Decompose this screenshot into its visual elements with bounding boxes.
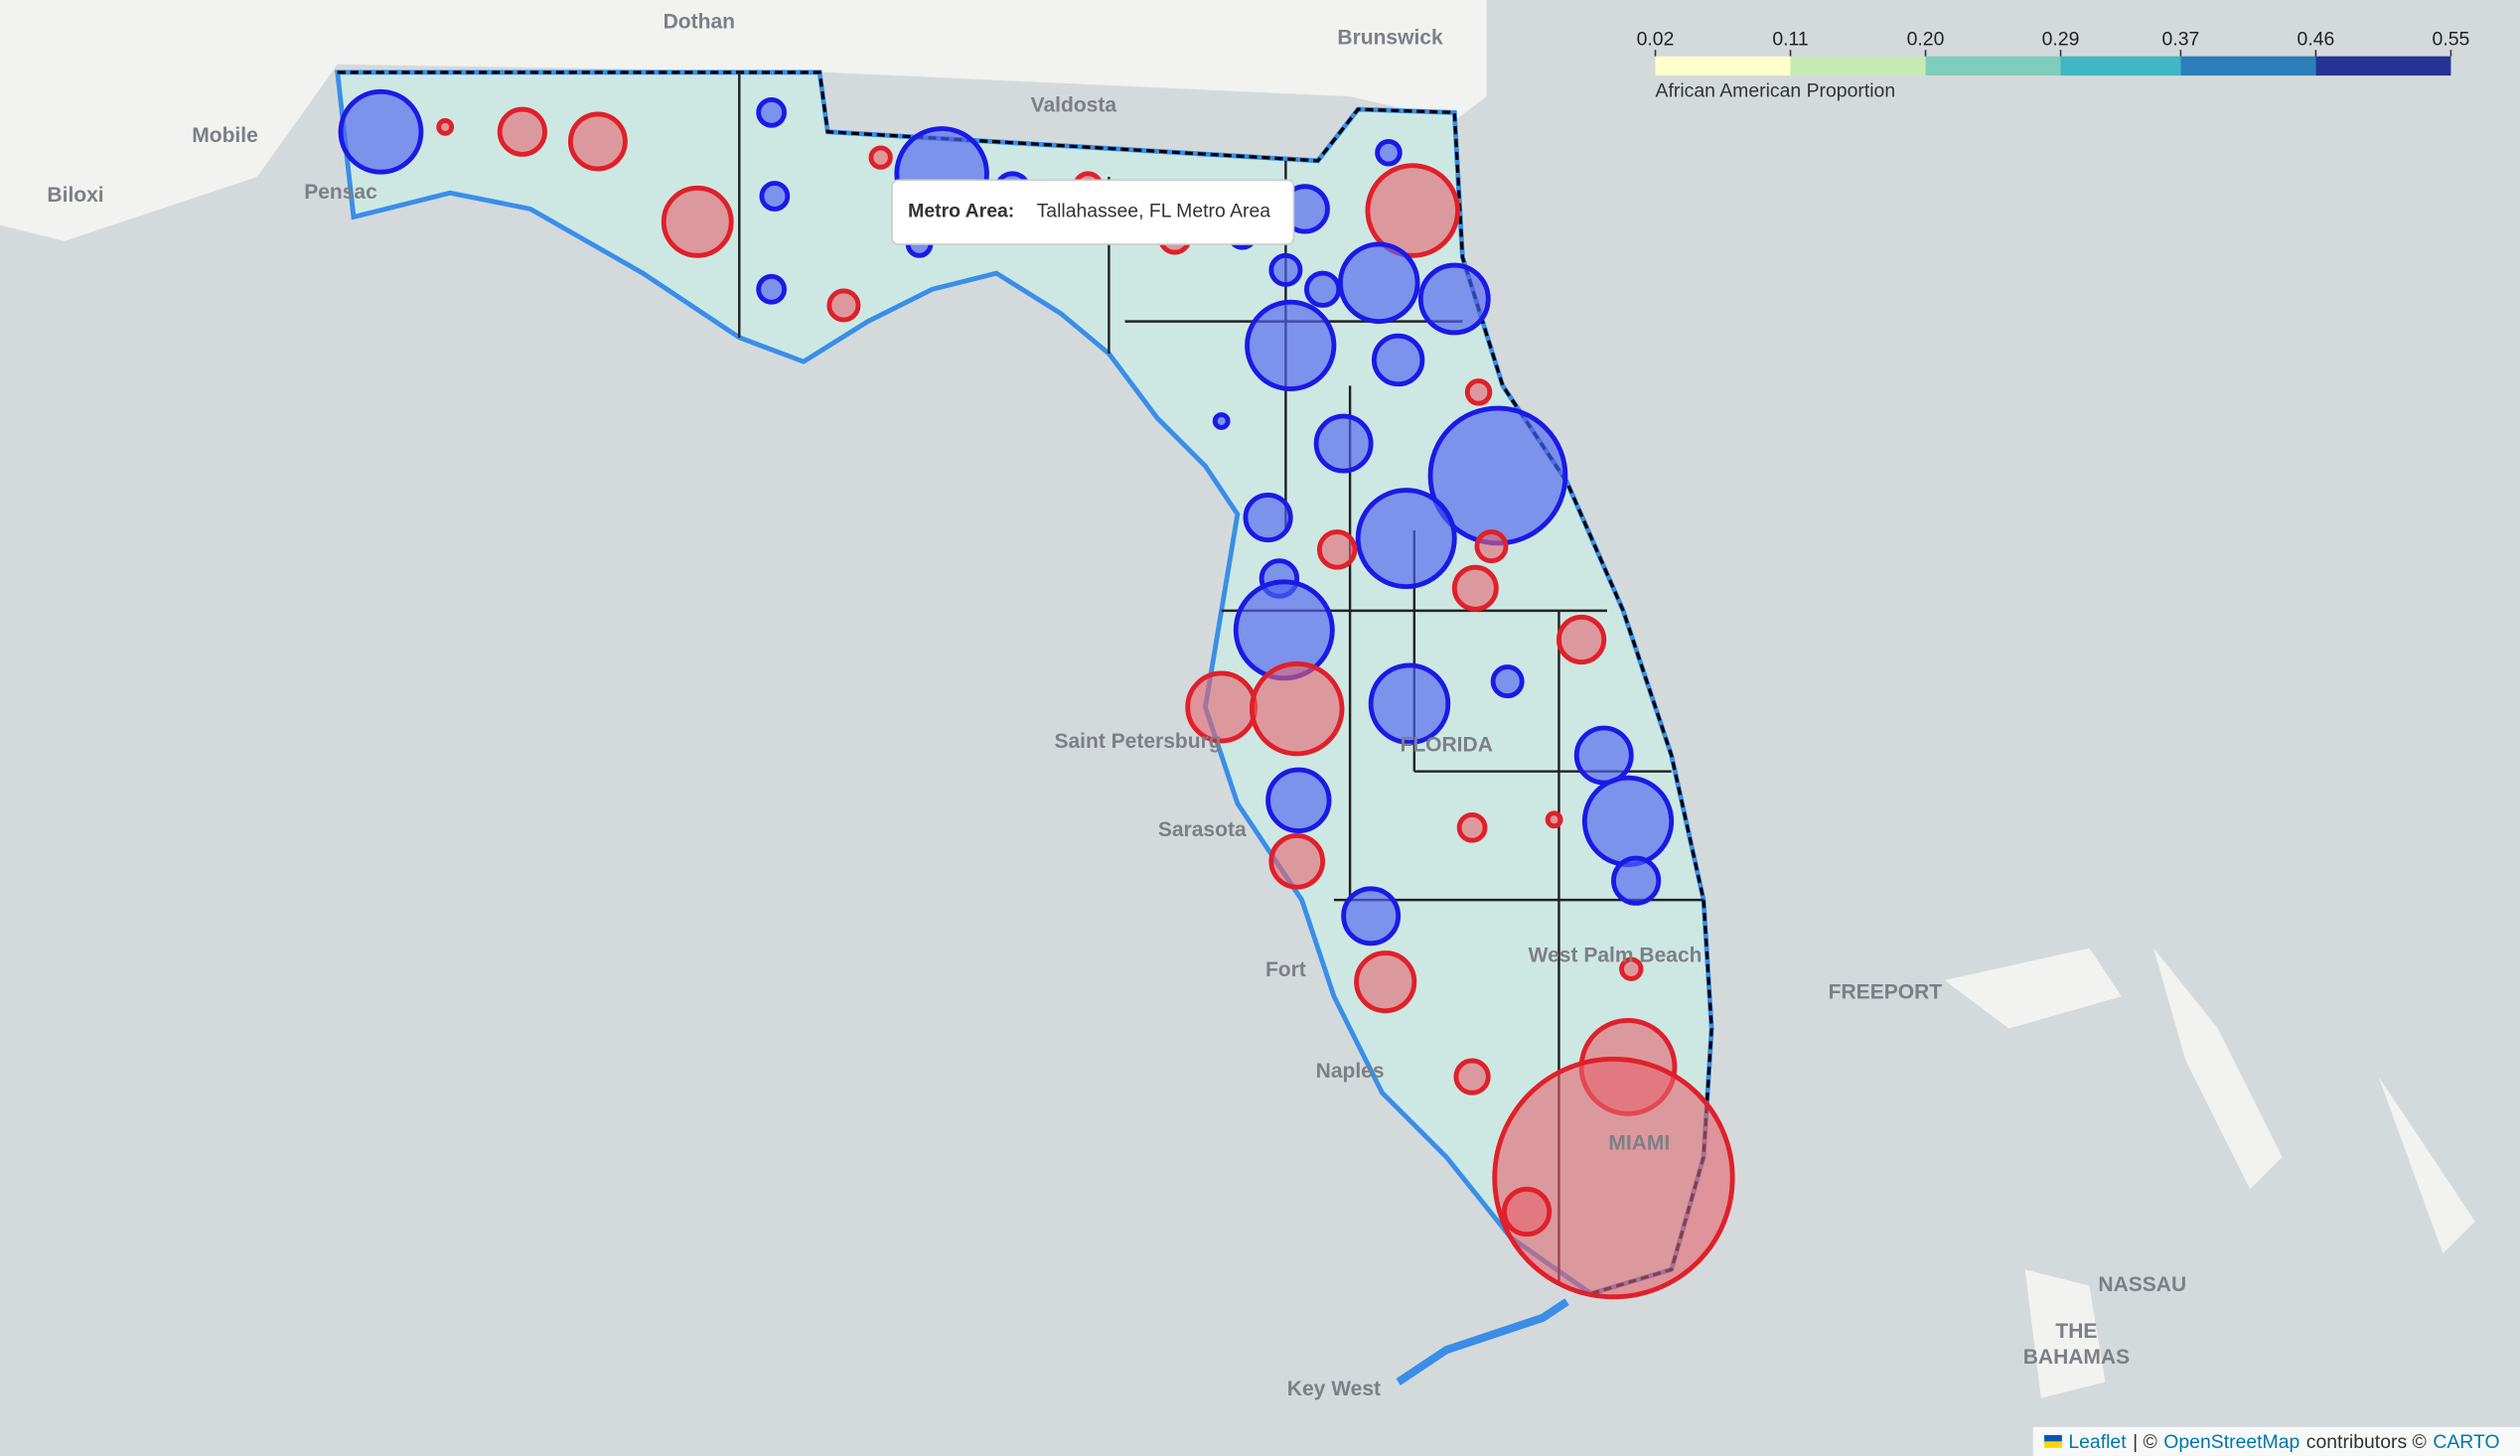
metro-circle[interactable] (1611, 855, 1662, 906)
legend-tick-label: 0.55 (2433, 29, 2470, 51)
metro-circle[interactable] (1316, 529, 1358, 570)
metro-circle[interactable] (1375, 139, 1403, 167)
legend-tick-label: 0.20 (1907, 29, 1945, 51)
islands (1944, 947, 2475, 1398)
legend-tick-label: 0.29 (2042, 29, 2080, 51)
metro-circle[interactable] (1556, 614, 1607, 665)
place-label: BAHAMAS (2023, 1346, 2130, 1369)
place-label: Fort (1265, 958, 1306, 981)
metro-circle[interactable] (567, 111, 628, 172)
legend-swatch (2060, 56, 2181, 76)
place-label: Brunswick (1337, 26, 1443, 49)
metro-circle[interactable] (497, 106, 547, 157)
place-label: Saint Petersburg (1054, 730, 1221, 753)
place-label: MIAMI (1608, 1132, 1670, 1155)
place-label: THE (2055, 1320, 2097, 1343)
place-label: Valdosta (1031, 93, 1117, 116)
metro-circle[interactable] (1492, 1056, 1735, 1300)
metro-circle[interactable] (1303, 270, 1342, 308)
place-label: NASSAU (2098, 1273, 2186, 1296)
metro-circle[interactable] (1464, 378, 1493, 406)
place-label: Biloxi (47, 184, 103, 207)
attribution-text: contributors © (2306, 1431, 2427, 1453)
place-label: Naples (1316, 1060, 1385, 1083)
legend-tick-label: 0.46 (2298, 29, 2335, 51)
metro-circle[interactable] (756, 96, 788, 128)
attribution-link[interactable]: Leaflet (2068, 1431, 2127, 1453)
metro-circle[interactable] (1581, 775, 1675, 867)
attribution-text: Leaflet | © OpenStreetMap contributors © CAR… (2044, 1431, 2500, 1453)
metro-circle[interactable] (1368, 662, 1451, 745)
legend-swatch (2315, 56, 2451, 76)
attribution-link[interactable]: OpenStreetMap (2163, 1431, 2299, 1453)
legend-swatch (2180, 56, 2316, 76)
metro-circle[interactable] (1341, 886, 1402, 946)
metro-circle[interactable] (1212, 412, 1231, 430)
metro-circle[interactable] (1474, 529, 1509, 564)
metro-circle[interactable] (1243, 492, 1293, 543)
legend-tick-label: 0.37 (2162, 29, 2200, 51)
metro-circle[interactable] (826, 288, 861, 323)
legend-tick-label: 0.11 (1772, 29, 1808, 51)
metro-circle[interactable] (1249, 660, 1345, 757)
legend-tick-label: 0.02 (1637, 29, 1675, 51)
legend-bar: 0.02 0.11 0.20 0.29 0.37 0.46 0.55 (1637, 29, 2470, 76)
tooltip (891, 179, 1295, 245)
metro-circle[interactable] (1354, 950, 1417, 1014)
metro-circle[interactable] (1451, 564, 1499, 612)
metro-circle[interactable] (1545, 810, 1563, 829)
metro-circle[interactable] (1313, 413, 1374, 474)
metro-circle[interactable] (1417, 262, 1491, 336)
place-label: Pensac (304, 181, 377, 204)
flag-icon (2044, 1434, 2062, 1442)
metro-circle[interactable] (338, 88, 424, 175)
metro-circle[interactable] (1573, 725, 1634, 786)
place-label: FREEPORT (1829, 981, 1943, 1004)
metro-circle[interactable] (756, 273, 788, 305)
keys (1396, 1298, 1569, 1385)
metro-circle[interactable] (1371, 333, 1425, 387)
metro-circle[interactable] (1355, 488, 1457, 590)
metro-circle[interactable] (1502, 1186, 1553, 1238)
metro-circle[interactable] (1337, 241, 1420, 325)
circles (338, 88, 1735, 1300)
place-label: Dothan (664, 10, 735, 33)
mainland (0, 0, 1487, 241)
metro-circle[interactable] (1456, 811, 1488, 843)
legend-title: African American Proportion (1656, 79, 1896, 101)
place-label: West Palm Beach (1529, 944, 1703, 966)
metro-circle[interactable] (1265, 767, 1332, 833)
metro-circle[interactable] (1268, 832, 1326, 890)
tooltip-label: Metro Area: (908, 201, 1014, 222)
legend-swatch (1655, 56, 1791, 76)
metro-circle[interactable] (436, 117, 455, 136)
labels: Dothan Brunswick Mobile Valdosta Biloxi Pensa… (47, 10, 2186, 1400)
legend-swatch (1790, 56, 1926, 76)
place-label: FLORIDA (1400, 733, 1492, 756)
place-label: Sarasota (1158, 818, 1247, 841)
metro-circle[interactable] (1619, 956, 1644, 981)
place-label: Key West (1287, 1378, 1381, 1400)
attribution (2032, 1426, 2520, 1456)
metro-circle[interactable] (868, 145, 893, 170)
metro-circle[interactable] (1453, 1058, 1491, 1095)
metro-circle[interactable] (1365, 163, 1460, 258)
attribution-link[interactable]: CARTO (2433, 1431, 2499, 1453)
place-label: Mobile (192, 124, 258, 147)
metro-circle[interactable] (759, 181, 791, 212)
metro-circle[interactable] (1490, 664, 1525, 699)
metro-circle[interactable] (661, 185, 734, 258)
metro-circle[interactable] (1268, 252, 1303, 287)
tooltip-value: Tallahassee, FL Metro Area (1037, 201, 1271, 222)
legend-swatch (1925, 56, 2061, 76)
metro-circle[interactable] (1245, 299, 1337, 392)
flag-icon (2044, 1441, 2062, 1448)
attribution-text: | © (2133, 1431, 2157, 1453)
